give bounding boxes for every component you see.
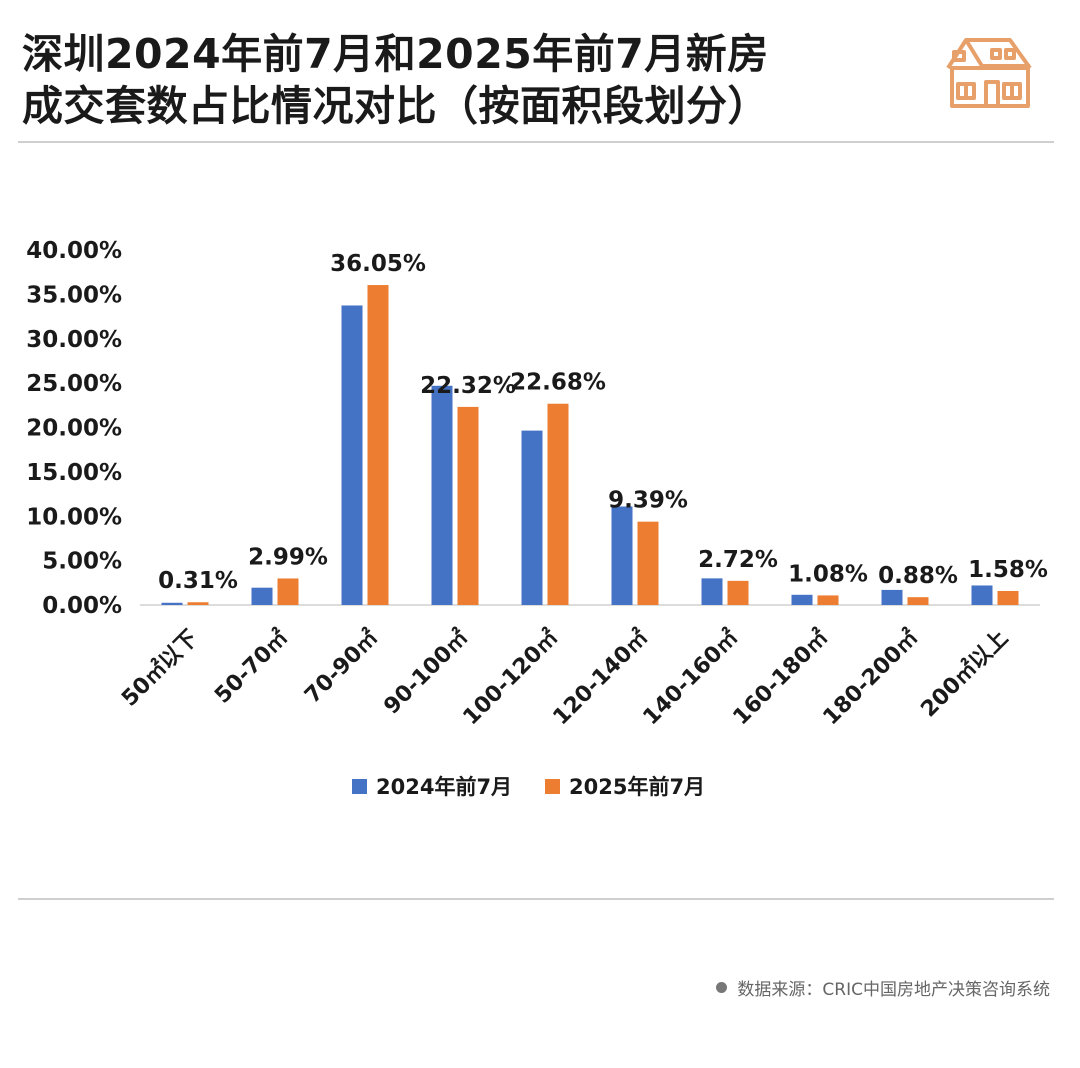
bullet-icon bbox=[716, 982, 728, 993]
data-label: 0.31% bbox=[158, 568, 238, 594]
chart-title-line2: 成交套数占比情况对比（按面积段划分） bbox=[22, 82, 769, 130]
x-tick-label: 160-180㎡ bbox=[728, 625, 833, 730]
data-label: 2.72% bbox=[698, 547, 778, 573]
chart-title-line1: 深圳2024年前7月和2025年前7月新房 bbox=[22, 30, 769, 78]
data-label: 1.58% bbox=[968, 557, 1048, 583]
bar-2024 bbox=[971, 585, 993, 605]
data-label: 0.88% bbox=[878, 563, 958, 589]
y-tick-label: 20.00% bbox=[26, 416, 122, 442]
y-axis: 0.00% 5.00% 10.00% 15.00% 20.00% 25.00% 30.00%… bbox=[26, 238, 122, 619]
data-label: 1.08% bbox=[788, 561, 868, 587]
bar-2025 bbox=[817, 595, 839, 605]
x-tick-label: 100-120㎡ bbox=[458, 625, 563, 730]
data-labels: 0.31% 2.99% 36.05% 22.32%22.68% 9.39% 2.72% 1.… bbox=[158, 251, 1048, 594]
bar-2025 bbox=[637, 521, 659, 605]
bar-2024 bbox=[431, 385, 453, 605]
bar-2025 bbox=[547, 403, 569, 605]
x-tick-label: 50㎡以下 bbox=[117, 625, 204, 712]
data-label: 22.32% bbox=[420, 373, 516, 399]
data-label: 2.99% bbox=[248, 544, 328, 570]
bar-2024 bbox=[161, 602, 183, 605]
y-tick-label: 0.00% bbox=[42, 593, 122, 619]
x-axis: 50㎡以下 50-70㎡ 70-90㎡90-100㎡100-120㎡120-140㎡… bbox=[117, 625, 1014, 730]
bar-2025 bbox=[727, 580, 749, 605]
bar-2024 bbox=[341, 305, 363, 605]
data-label: 9.39% bbox=[608, 488, 688, 514]
y-tick-label: 35.00% bbox=[26, 282, 122, 308]
y-tick-label: 30.00% bbox=[26, 327, 122, 353]
legend: 2024年前7月 2025年前7月 bbox=[352, 775, 705, 799]
bar-2024 bbox=[701, 578, 723, 605]
legend-label-2025: 2025年前7月 bbox=[569, 775, 705, 799]
x-tick-label: 50-70㎡ bbox=[210, 625, 294, 709]
x-tick-label: 120-140㎡ bbox=[548, 625, 653, 730]
bar-2024 bbox=[611, 506, 633, 605]
bar-2025 bbox=[457, 406, 479, 605]
chart-title: 深圳2024年前7月和2025年前7月新房 成交套数占比情况对比（按面积段划分） bbox=[22, 28, 769, 132]
x-tick-label: 70-90㎡ bbox=[300, 625, 384, 709]
source-note: 数据来源：CRIC中国房地产决策咨询系统 bbox=[716, 975, 1050, 1000]
x-tick-label: 140-160㎡ bbox=[638, 625, 743, 730]
house-logo-icon bbox=[946, 38, 1032, 108]
y-tick-label: 5.00% bbox=[42, 549, 122, 575]
top-divider bbox=[18, 141, 1054, 143]
bar-chart: 0.00% 5.00% 10.00% 15.00% 20.00% 25.00% 30.00%… bbox=[26, 238, 1048, 799]
y-tick-label: 40.00% bbox=[26, 238, 122, 264]
legend-label-2024: 2024年前7月 bbox=[376, 775, 512, 799]
bar-2025 bbox=[367, 285, 389, 605]
legend-swatch-2025 bbox=[545, 779, 560, 794]
bar-2024 bbox=[251, 587, 273, 605]
bar-2025 bbox=[187, 602, 209, 605]
x-tick-label: 180-200㎡ bbox=[818, 625, 923, 730]
data-label: 36.05% bbox=[330, 251, 426, 277]
legend-swatch-2024 bbox=[352, 779, 367, 794]
source-text: 数据来源：CRIC中国房地产决策咨询系统 bbox=[737, 980, 1050, 1000]
x-tick-label: 90-100㎡ bbox=[379, 625, 474, 720]
y-tick-label: 15.00% bbox=[26, 460, 122, 486]
bars bbox=[161, 285, 1019, 605]
y-tick-label: 25.00% bbox=[26, 371, 122, 397]
bar-2025 bbox=[277, 578, 299, 605]
bar-2025 bbox=[997, 590, 1019, 605]
bar-2024 bbox=[521, 430, 543, 605]
x-tick-label: 200㎡以上 bbox=[916, 625, 1014, 723]
bar-2025 bbox=[907, 597, 929, 605]
bar-2024 bbox=[881, 589, 903, 605]
bar-2024 bbox=[791, 594, 813, 605]
data-label: 22.68% bbox=[510, 370, 606, 396]
bottom-divider bbox=[18, 898, 1054, 900]
y-tick-label: 10.00% bbox=[26, 504, 122, 530]
